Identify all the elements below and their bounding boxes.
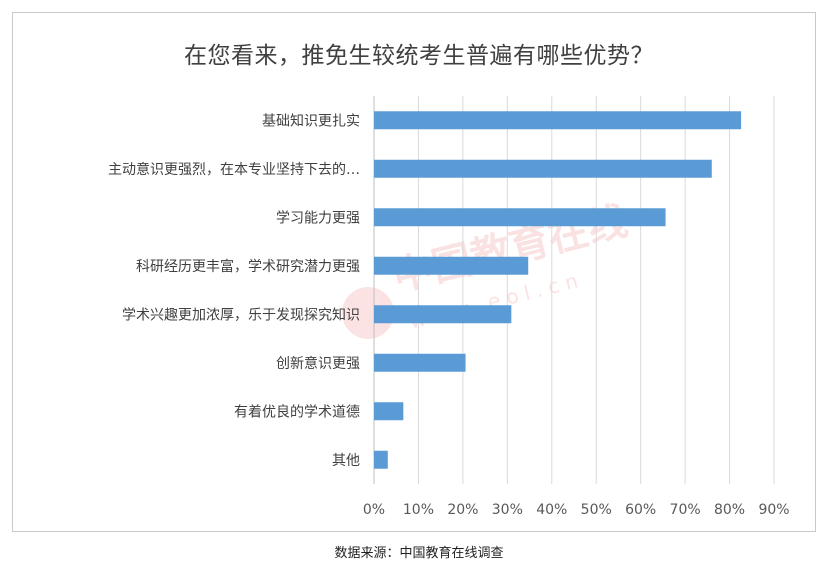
category-label: 有着优良的学术道德 xyxy=(234,404,360,420)
bar xyxy=(374,256,529,275)
category-label: 基础知识更扎实 xyxy=(262,112,360,129)
chart-title: 在您看来，推免生较统考生普遍有哪些优势？ xyxy=(184,43,654,69)
x-tick-labels: 0% 10% 20% 30% 40% 50% 60% 70% 80% 90% xyxy=(363,502,790,518)
x-tick-label: 60% xyxy=(625,502,656,518)
x-tick-label: 80% xyxy=(714,502,745,518)
x-tick-label: 10% xyxy=(403,502,434,518)
x-tick-label: 40% xyxy=(536,502,567,518)
x-tick-label: 50% xyxy=(581,502,612,518)
x-tick-label: 30% xyxy=(492,502,523,518)
bars xyxy=(374,111,742,469)
bar xyxy=(374,159,712,178)
category-label: 主动意识更强烈，在本专业坚持下去的… xyxy=(108,161,360,178)
x-tick-label: 20% xyxy=(447,502,478,518)
category-label: 科研经历更丰富，学术研究潜力更强 xyxy=(136,258,360,275)
x-tick-label: 90% xyxy=(758,502,789,518)
data-source: 数据来源：中国教育在线调查 xyxy=(334,546,504,561)
x-tick-label: 70% xyxy=(670,502,701,518)
category-label: 学术兴趣更加浓厚，乐于发现探究知识 xyxy=(122,306,360,323)
bar xyxy=(374,353,466,372)
bar xyxy=(374,402,404,421)
bar xyxy=(374,111,742,130)
category-label: 学习能力更强 xyxy=(276,210,360,226)
category-label: 创新意识更强 xyxy=(276,355,360,372)
x-tick-label: 0% xyxy=(363,502,385,518)
bar xyxy=(374,450,388,469)
bar xyxy=(374,305,512,324)
category-label: 其他 xyxy=(332,453,360,469)
bar xyxy=(374,208,666,227)
